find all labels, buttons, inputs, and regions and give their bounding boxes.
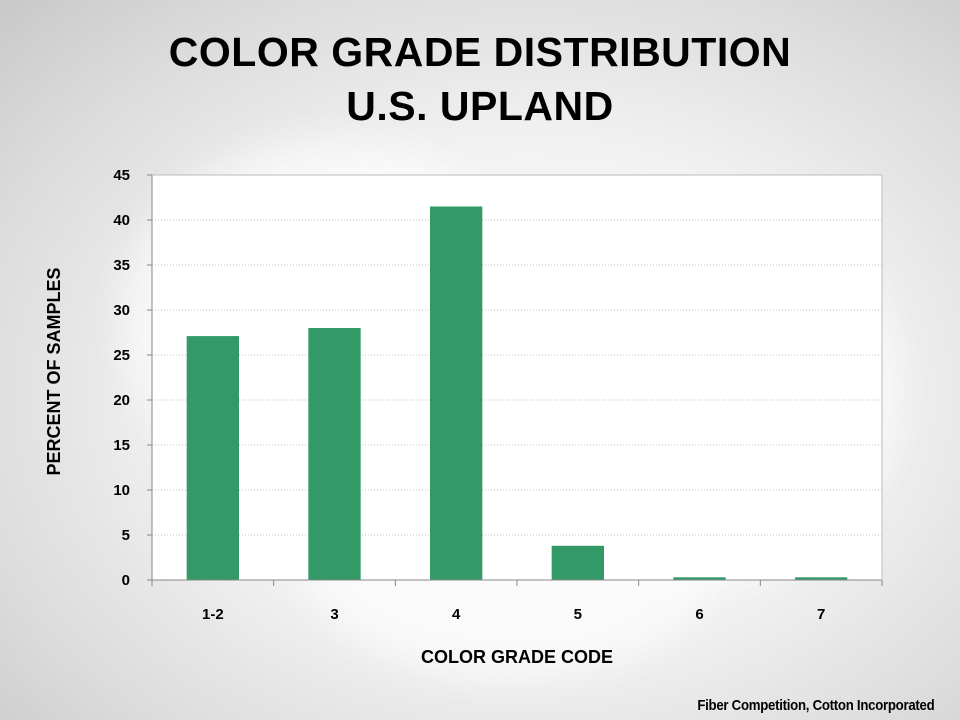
y-tick-label: 10 xyxy=(113,482,130,499)
y-tick-label: 0 xyxy=(122,572,130,589)
bar xyxy=(551,545,604,580)
bar xyxy=(430,206,483,580)
y-tick-label: 40 xyxy=(113,212,130,229)
x-tick-labels: 1-2 3 4 5 6 7 xyxy=(202,606,825,623)
x-tick-label: 4 xyxy=(452,606,461,623)
slide-title-line-2: U.S. UPLAND xyxy=(346,83,614,129)
y-tick-label: 30 xyxy=(113,302,130,319)
source-credit: Fiber Competition, Cotton Incorporated xyxy=(696,697,934,714)
y-tick-label: 45 xyxy=(113,167,130,184)
axes xyxy=(151,174,883,581)
bar xyxy=(795,577,848,580)
bars xyxy=(186,206,848,580)
y-axis-title: PERCENT OF SAMPLES xyxy=(44,267,64,475)
x-tick-label: 5 xyxy=(574,606,582,623)
gridlines xyxy=(147,174,883,586)
x-tick-label: 7 xyxy=(817,606,825,623)
x-tick-label: 3 xyxy=(330,606,338,623)
bar xyxy=(186,336,239,580)
plot-area xyxy=(152,175,882,580)
x-axis-title: COLOR GRADE CODE xyxy=(421,647,613,667)
y-tick-label: 15 xyxy=(113,437,130,454)
y-tick-labels: 0 5 10 15 20 25 30 35 40 45 xyxy=(113,167,130,589)
y-tick-label: 35 xyxy=(113,257,130,274)
y-tick-label: 5 xyxy=(122,527,130,544)
y-tick-label: 25 xyxy=(113,347,130,364)
bar xyxy=(673,577,726,580)
x-tick-label: 6 xyxy=(695,606,703,623)
slide-title-line-1: COLOR GRADE DISTRIBUTION xyxy=(168,29,792,75)
bar xyxy=(308,328,361,580)
y-tick-label: 20 xyxy=(113,392,130,409)
x-tick-label: 1-2 xyxy=(202,606,224,623)
